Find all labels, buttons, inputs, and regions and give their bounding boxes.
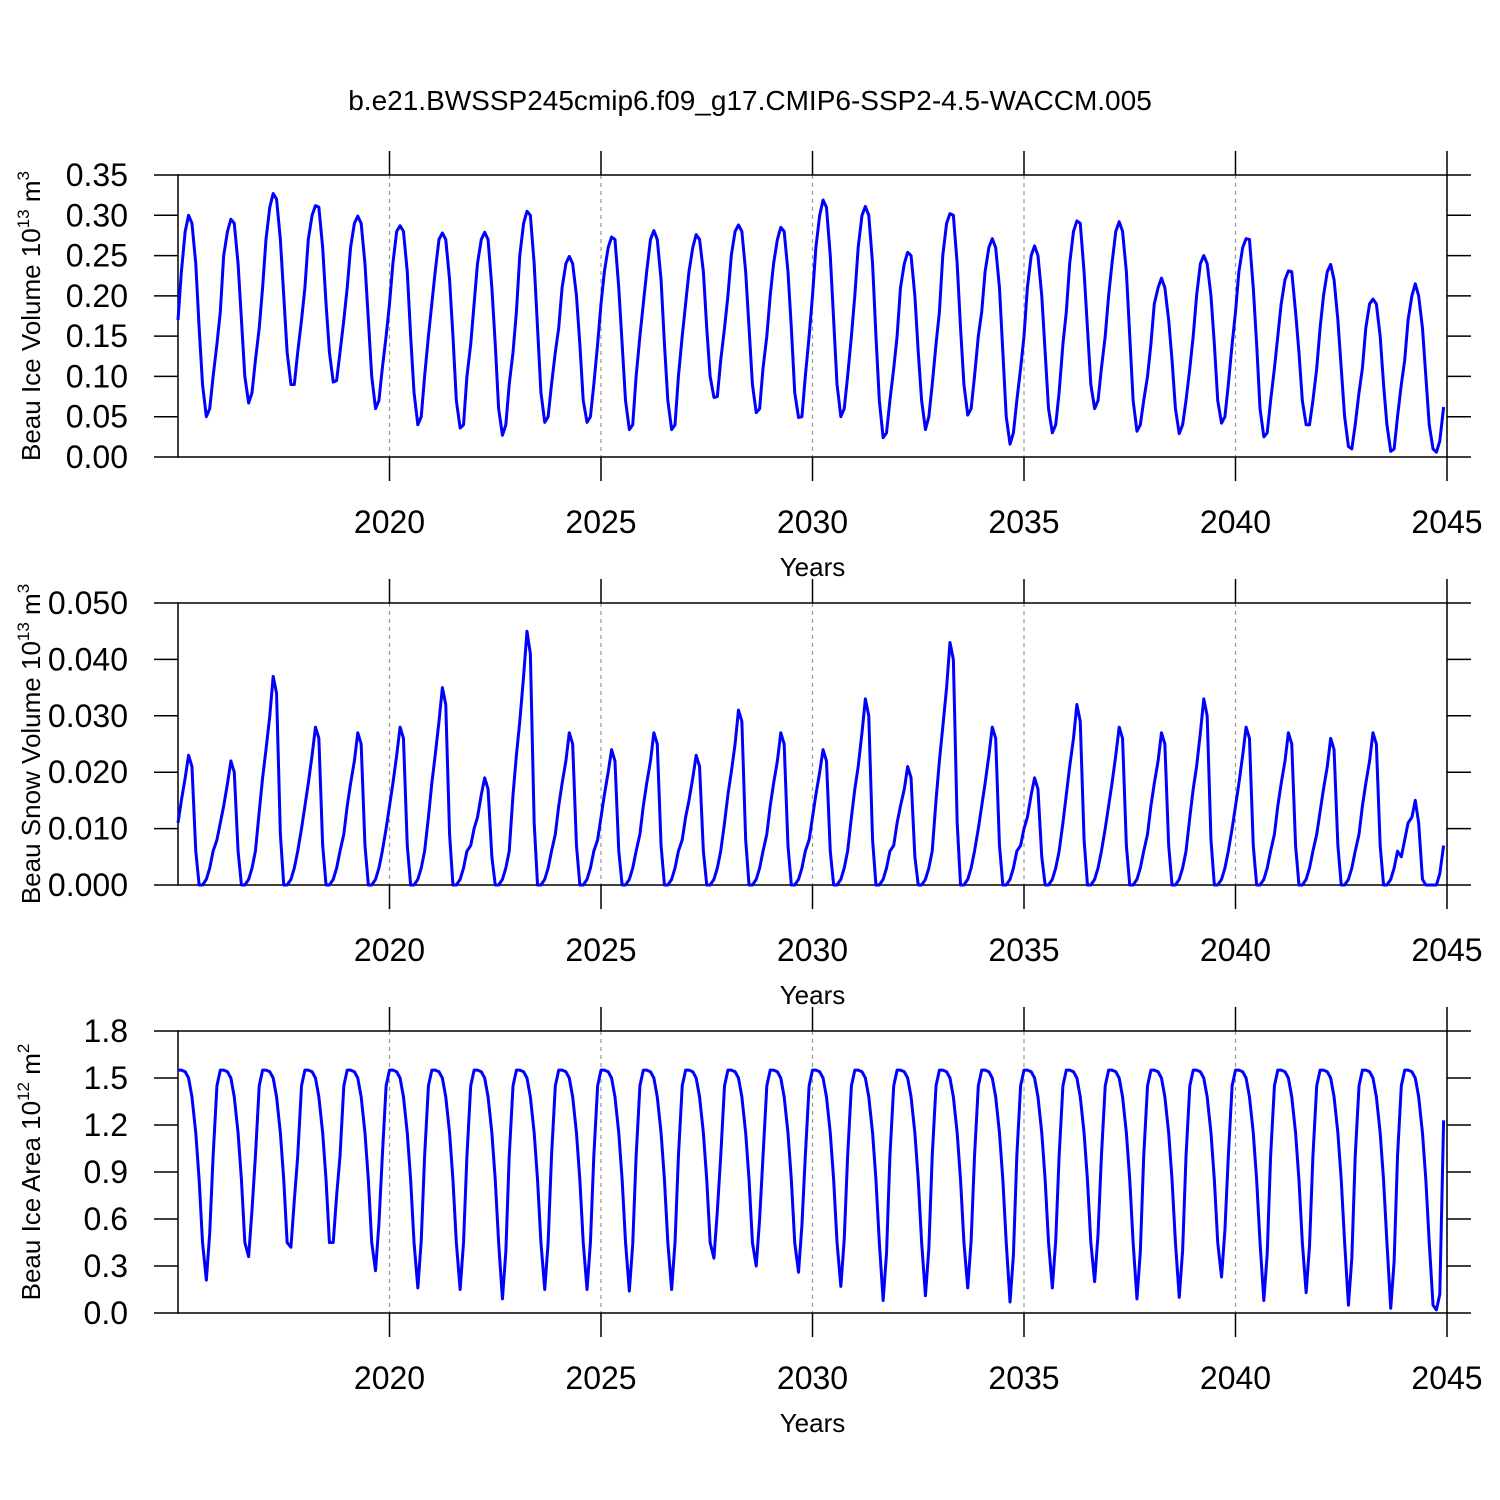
x-tick-label: 2035: [988, 504, 1059, 540]
y-tick-label: 0.040: [48, 641, 128, 677]
data-line: [176, 629, 1446, 887]
y-tick-label: 0.030: [48, 698, 128, 734]
x-tick-label: 2020: [354, 1360, 425, 1396]
x-tick-label: 2020: [354, 504, 425, 540]
data-line: [178, 1068, 1446, 1312]
x-tick-label: 2025: [565, 1360, 636, 1396]
y-tick-label: 0.3: [84, 1248, 128, 1284]
y-tick-label: 0.000: [48, 867, 128, 903]
x-tick-label: 2040: [1200, 504, 1271, 540]
plot-frame: [177, 1030, 1448, 1314]
data-line: [176, 192, 1446, 454]
y-axis-title-part: Beau Snow Volume 10: [16, 641, 46, 904]
y-tick-label: 0.6: [84, 1201, 128, 1237]
x-tick-label: 2030: [777, 932, 848, 968]
x-tick-label: 2045: [1411, 932, 1482, 968]
x-tick-label: 2030: [777, 1360, 848, 1396]
y-tick-label: 0.0: [84, 1295, 128, 1331]
y-axis-title-exponent: 13: [14, 622, 33, 641]
y-tick-label: 1.8: [84, 1013, 128, 1049]
y-axis-title: Beau Ice Volume 1013 m3: [14, 171, 46, 461]
y-tick-label: 0.30: [66, 197, 128, 233]
y-tick-label: 0.20: [66, 278, 128, 314]
x-tick-label: 2040: [1200, 932, 1271, 968]
x-tick-label: 2035: [988, 1360, 1059, 1396]
y-axis-title-exponent: 3: [14, 584, 33, 593]
x-axis-title: Years: [780, 1408, 846, 1438]
y-axis-title-part: m: [16, 180, 46, 209]
y-axis-title-part: Beau Ice Area 10: [16, 1101, 46, 1300]
x-tick-label: 2030: [777, 504, 848, 540]
y-tick-label: 0.10: [66, 358, 128, 394]
y-tick-label: 0.25: [66, 238, 128, 274]
y-tick-label: 0.050: [48, 585, 128, 621]
y-tick-label: 0.00: [66, 439, 128, 475]
y-axis-title-part: m: [16, 593, 46, 622]
y-axis-title-part: m: [16, 1053, 46, 1082]
x-axis-title: Years: [780, 552, 846, 582]
y-tick-label: 1.5: [84, 1060, 128, 1096]
y-axis-title-exponent: 2: [14, 1044, 33, 1053]
x-axis-title: Years: [780, 980, 846, 1010]
plot-frame: [177, 602, 1448, 886]
y-axis-title: Beau Snow Volume 1013 m3: [14, 584, 46, 904]
figure-title: b.e21.BWSSP245cmip6.f09_g17.CMIP6-SSP2-4…: [348, 85, 1152, 116]
y-tick-label: 0.020: [48, 754, 128, 790]
x-tick-label: 2035: [988, 932, 1059, 968]
y-axis-title: Beau Ice Area 1012 m2: [14, 1044, 46, 1301]
x-tick-label: 2025: [565, 932, 636, 968]
y-tick-label: 0.15: [66, 318, 128, 354]
y-axis-title-exponent: 13: [14, 209, 33, 228]
x-tick-label: 2045: [1411, 1360, 1482, 1396]
y-tick-label: 0.9: [84, 1154, 128, 1190]
y-tick-label: 0.010: [48, 811, 128, 847]
x-tick-label: 2025: [565, 504, 636, 540]
y-tick-label: 0.35: [66, 157, 128, 193]
x-tick-label: 2045: [1411, 504, 1482, 540]
y-tick-label: 1.2: [84, 1107, 128, 1143]
y-axis-title-exponent: 12: [14, 1082, 33, 1101]
x-tick-label: 2020: [354, 932, 425, 968]
x-tick-label: 2040: [1200, 1360, 1271, 1396]
y-axis-title-exponent: 3: [14, 171, 33, 180]
y-axis-title-part: Beau Ice Volume 10: [16, 228, 46, 461]
y-tick-label: 0.05: [66, 399, 128, 435]
